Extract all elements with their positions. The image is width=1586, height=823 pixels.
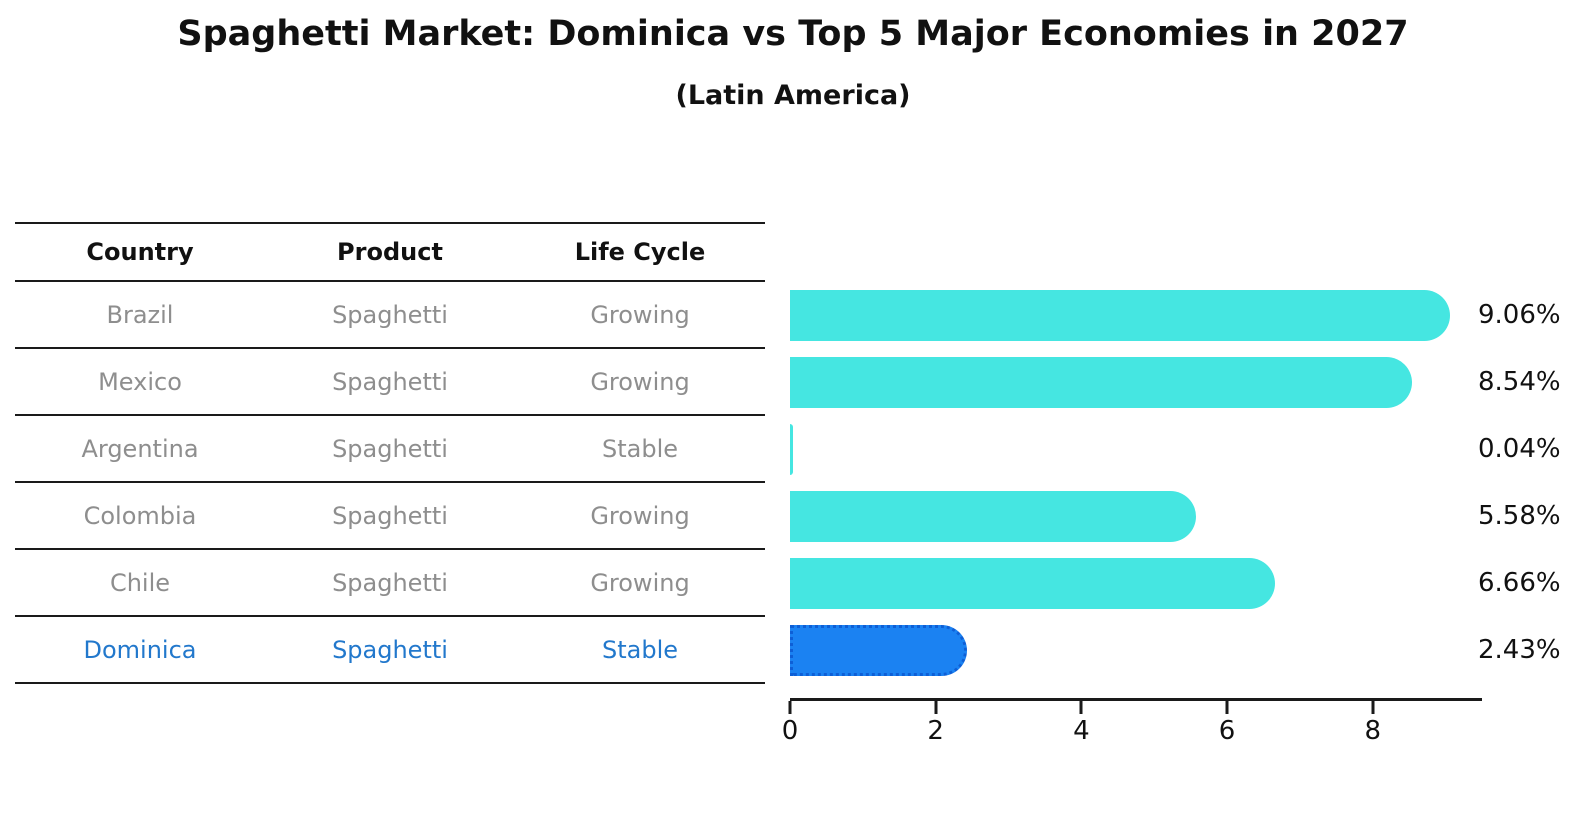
- bar-chart: 9.06% 8.54% 0.04% 5.58% 6.66% 2.43%: [790, 282, 1561, 684]
- value-label: 0.04%: [1478, 434, 1561, 464]
- x-axis-tick-label: 8: [1364, 716, 1382, 746]
- x-axis-tick-label: 6: [1218, 716, 1236, 746]
- table-row: Chile Spaghetti Growing: [15, 550, 765, 617]
- column-header-product: Product: [337, 238, 443, 266]
- x-axis: 0 2 4 6 8: [782, 698, 1482, 746]
- cell-life-cycle: Growing: [590, 568, 690, 597]
- x-axis-tick-label: 0: [781, 716, 799, 746]
- cell-life-cycle: Growing: [590, 501, 690, 530]
- value-label: 9.06%: [1478, 300, 1561, 330]
- x-axis-tick-label: 4: [1073, 716, 1090, 746]
- cell-product: Spaghetti: [332, 434, 448, 463]
- cell-product: Spaghetti: [332, 501, 448, 530]
- table-header-row: Country Product Life Cycle: [15, 222, 765, 282]
- bar-mexico: [790, 357, 1413, 408]
- x-axis-tick: [788, 701, 792, 714]
- cell-life-cycle: Growing: [590, 300, 690, 329]
- cell-life-cycle: Stable: [601, 635, 679, 664]
- value-label: 8.54%: [1478, 367, 1561, 397]
- table-row: Mexico Spaghetti Growing: [15, 349, 765, 416]
- x-axis-tick: [1079, 701, 1083, 714]
- bar-row: 2.43%: [790, 617, 1561, 684]
- x-axis-tick: [1371, 701, 1375, 714]
- page-title: Spaghetti Market: Dominica vs Top 5 Majo…: [177, 14, 1409, 54]
- cell-country: Brazil: [106, 300, 174, 329]
- bar-row: 0.04%: [790, 416, 1561, 483]
- column-header-country: Country: [86, 238, 194, 266]
- cell-country: Chile: [109, 568, 171, 597]
- column-header-life-cycle: Life Cycle: [574, 238, 706, 266]
- value-label: 5.58%: [1478, 501, 1561, 531]
- x-axis-tick: [1225, 701, 1229, 714]
- x-axis-tick-label: 2: [927, 716, 944, 746]
- bar-colombia: [790, 491, 1197, 542]
- bar-row: 6.66%: [790, 550, 1561, 617]
- cell-country: Colombia: [83, 501, 197, 530]
- value-label: 2.43%: [1478, 635, 1561, 665]
- cell-product: Spaghetti: [332, 300, 448, 329]
- bar-chile: [790, 558, 1276, 609]
- table-row: Brazil Spaghetti Growing: [15, 282, 765, 349]
- cell-country: Mexico: [98, 367, 182, 396]
- bar-dominica-highlighted: [790, 625, 967, 676]
- table-row: Colombia Spaghetti Growing: [15, 483, 765, 550]
- x-axis-tick: [934, 701, 938, 714]
- cell-product: Spaghetti: [332, 568, 448, 597]
- cell-country: Dominica: [83, 635, 197, 664]
- cell-product: Spaghetti: [332, 367, 448, 396]
- value-label: 6.66%: [1478, 568, 1561, 598]
- cell-country: Argentina: [81, 434, 199, 463]
- cell-product: Spaghetti: [332, 635, 448, 664]
- page-subtitle: (Latin America): [675, 80, 911, 111]
- bar-brazil: [790, 290, 1450, 341]
- table-row: Argentina Spaghetti Stable: [15, 416, 765, 483]
- table-row-dominica-highlighted: Dominica Spaghetti Stable: [15, 617, 765, 684]
- country-table: Country Product Life Cycle Brazil Spaghe…: [15, 222, 765, 684]
- bar-argentina: [790, 424, 793, 475]
- bar-row: 8.54%: [790, 349, 1561, 416]
- bar-row: 9.06%: [790, 282, 1561, 349]
- cell-life-cycle: Growing: [590, 367, 690, 396]
- bar-row: 5.58%: [790, 483, 1561, 550]
- cell-life-cycle: Stable: [601, 434, 679, 463]
